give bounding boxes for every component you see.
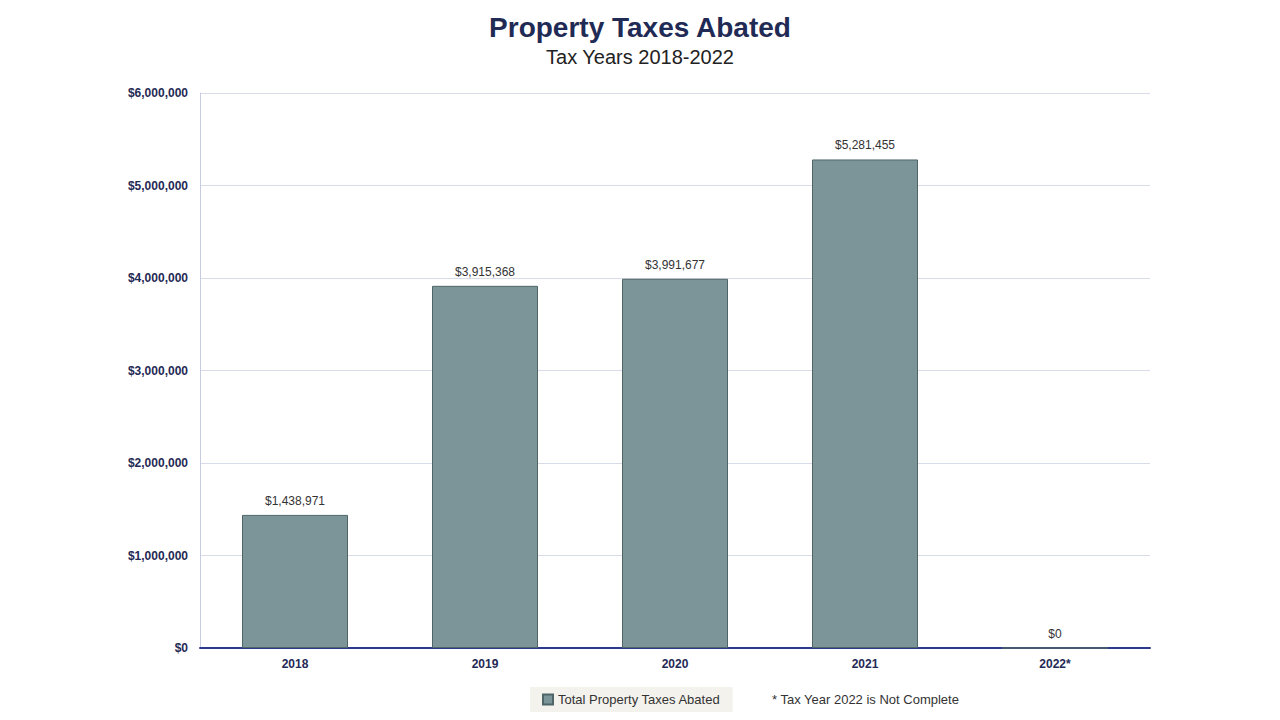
svg-text:2020: 2020	[662, 657, 689, 671]
svg-text:Property Taxes Abated: Property Taxes Abated	[489, 12, 791, 43]
svg-text:$5,000,000: $5,000,000	[128, 179, 188, 193]
svg-text:2018: 2018	[282, 657, 309, 671]
svg-text:$1,000,000: $1,000,000	[128, 549, 188, 563]
svg-text:2019: 2019	[472, 657, 499, 671]
svg-text:Total Property Taxes Abated: Total Property Taxes Abated	[558, 692, 720, 707]
svg-text:Tax Years 2018-2022: Tax Years 2018-2022	[546, 46, 734, 68]
svg-text:$4,000,000: $4,000,000	[128, 271, 188, 285]
svg-text:$6,000,000: $6,000,000	[128, 86, 188, 100]
svg-text:* Tax Year 2022 is Not Complet: * Tax Year 2022 is Not Complete	[772, 692, 959, 707]
svg-text:2021: 2021	[852, 657, 879, 671]
svg-text:2022*: 2022*	[1039, 657, 1071, 671]
svg-text:$2,000,000: $2,000,000	[128, 456, 188, 470]
svg-text:$3,991,677: $3,991,677	[645, 258, 705, 272]
svg-text:$5,281,455: $5,281,455	[835, 138, 895, 152]
svg-text:$3,915,368: $3,915,368	[455, 265, 515, 279]
svg-text:$1,438,971: $1,438,971	[265, 494, 325, 508]
svg-text:$3,000,000: $3,000,000	[128, 364, 188, 378]
svg-text:$0: $0	[1048, 627, 1062, 641]
svg-text:$0: $0	[175, 641, 189, 655]
